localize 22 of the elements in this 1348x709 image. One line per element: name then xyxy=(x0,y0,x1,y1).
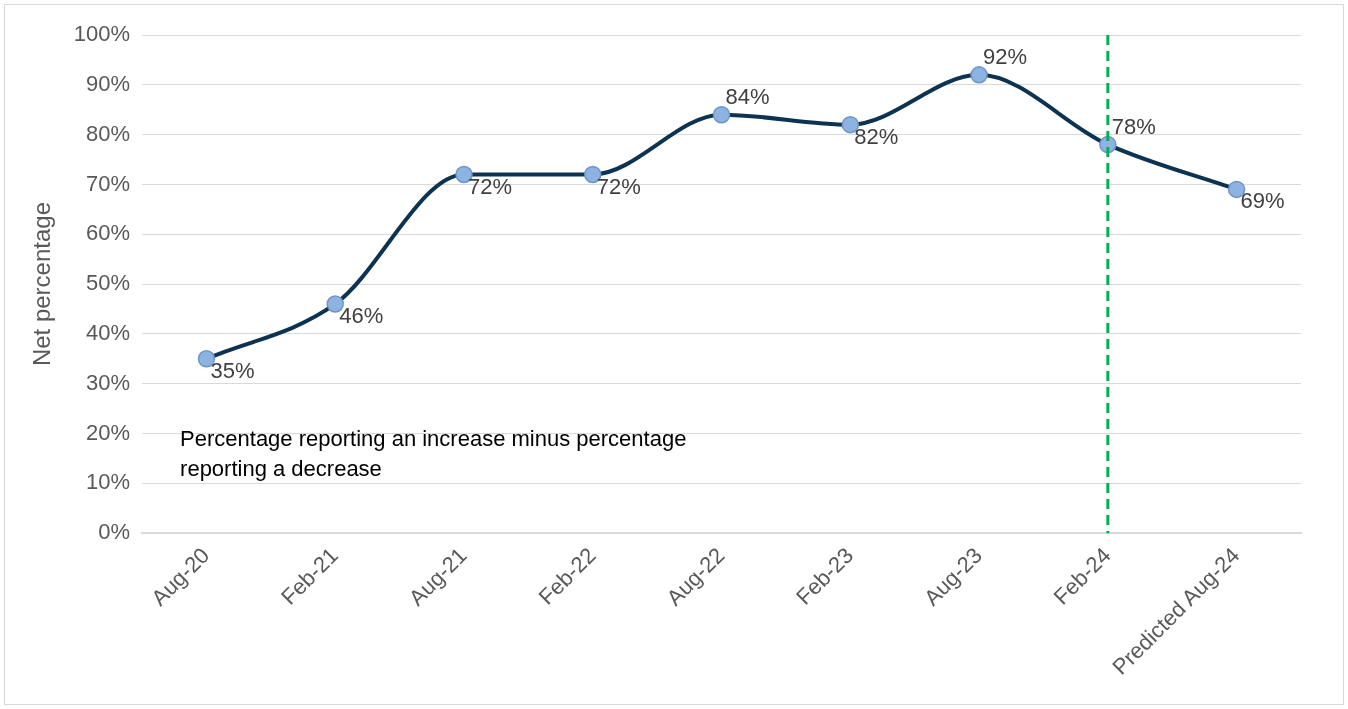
annotation: Percentage reporting an increase minus percentage reporting a decrease xyxy=(180,425,687,481)
text: 92% xyxy=(983,43,1028,69)
text: 46% xyxy=(339,303,384,329)
text: 82% xyxy=(854,123,899,149)
y-tick-label: 70% xyxy=(86,170,131,196)
y-tick-label: 30% xyxy=(86,369,131,395)
y-tick-label: 90% xyxy=(86,70,131,96)
text: 72% xyxy=(596,173,641,199)
y-tick-label: 20% xyxy=(86,419,131,445)
y-tick-label: 10% xyxy=(86,469,131,495)
text: 35% xyxy=(210,357,255,383)
text: 78% xyxy=(1111,113,1156,139)
text: 84% xyxy=(725,83,770,109)
text: 69% xyxy=(1240,188,1285,214)
y-axis-title: Net percentage xyxy=(28,202,56,367)
y-tick-label: 80% xyxy=(86,120,131,146)
y-tick-label: 60% xyxy=(86,220,131,246)
y-tick-label: 0% xyxy=(98,519,131,545)
text: 72% xyxy=(467,173,513,199)
y-tick-label: 100% xyxy=(73,21,131,47)
y-tick-label: 50% xyxy=(86,270,131,296)
y-tick-label: 40% xyxy=(86,319,131,345)
